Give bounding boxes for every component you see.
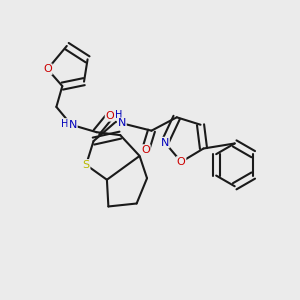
Text: O: O	[106, 111, 114, 121]
Text: N: N	[68, 120, 77, 130]
Text: O: O	[43, 64, 52, 74]
Text: O: O	[141, 145, 150, 155]
Text: O: O	[177, 157, 186, 167]
Text: N: N	[161, 138, 169, 148]
Text: S: S	[82, 160, 90, 170]
Text: H: H	[115, 110, 122, 120]
Text: H: H	[61, 119, 68, 129]
Text: N: N	[118, 118, 126, 128]
